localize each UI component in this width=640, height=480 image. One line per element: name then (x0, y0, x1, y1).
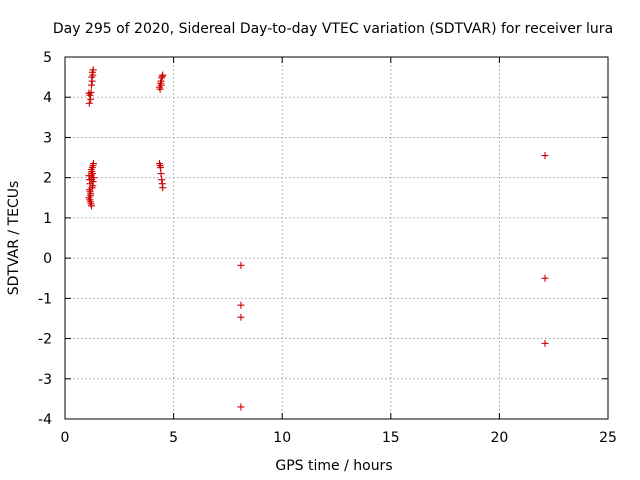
data-point (88, 176, 96, 184)
x-axis-title: GPS time / hours (275, 458, 392, 474)
data-point (89, 160, 97, 168)
axis-ticks (64, 56, 609, 420)
data-point (89, 66, 97, 74)
data-point (158, 176, 166, 184)
y-axis-tick-labels: -4 -3 -2 -1 0 1 2 3 4 5 (38, 50, 52, 428)
data-point (86, 188, 94, 196)
data-point (87, 172, 95, 180)
y-tick-label: -2 (38, 332, 52, 348)
grid (65, 57, 608, 419)
data-point (541, 152, 549, 160)
y-tick-label: 3 (43, 130, 52, 146)
data-point (87, 88, 95, 96)
data-point (237, 261, 245, 269)
y-tick-label: 2 (43, 171, 52, 187)
y-tick-label: -1 (38, 291, 52, 307)
data-points (85, 66, 549, 411)
plot-frame (64, 56, 609, 420)
data-point (157, 164, 165, 172)
chart-title: Day 295 of 2020, Sidereal Day-to-day VTE… (53, 21, 613, 37)
data-point (87, 95, 95, 103)
data-point (237, 313, 245, 321)
y-tick-label: 0 (43, 251, 52, 267)
data-point (237, 301, 245, 309)
data-point (157, 170, 165, 178)
y-axis-title: SDTVAR / TECUs (6, 181, 22, 296)
y-tick-label: 5 (43, 50, 52, 66)
x-tick-label: 0 (61, 430, 70, 446)
x-axis-tick-labels: 0 5 10 15 20 25 (61, 430, 617, 446)
x-tick-label: 25 (599, 430, 617, 446)
y-tick-label: 4 (43, 90, 52, 106)
data-point (541, 339, 549, 347)
y-tick-label: 1 (43, 211, 52, 227)
data-point (87, 202, 95, 210)
data-point (156, 85, 164, 93)
x-tick-label: 20 (490, 430, 508, 446)
data-point (237, 403, 245, 411)
y-tick-label: -4 (38, 412, 52, 428)
data-point (159, 71, 167, 79)
x-tick-label: 15 (382, 430, 400, 446)
data-point (87, 81, 95, 89)
y-tick-label: -3 (38, 372, 52, 388)
x-tick-label: 10 (273, 430, 291, 446)
data-point (159, 184, 167, 192)
x-tick-label: 5 (169, 430, 178, 446)
data-point (157, 81, 165, 89)
data-point (541, 274, 549, 282)
data-point (85, 99, 93, 107)
